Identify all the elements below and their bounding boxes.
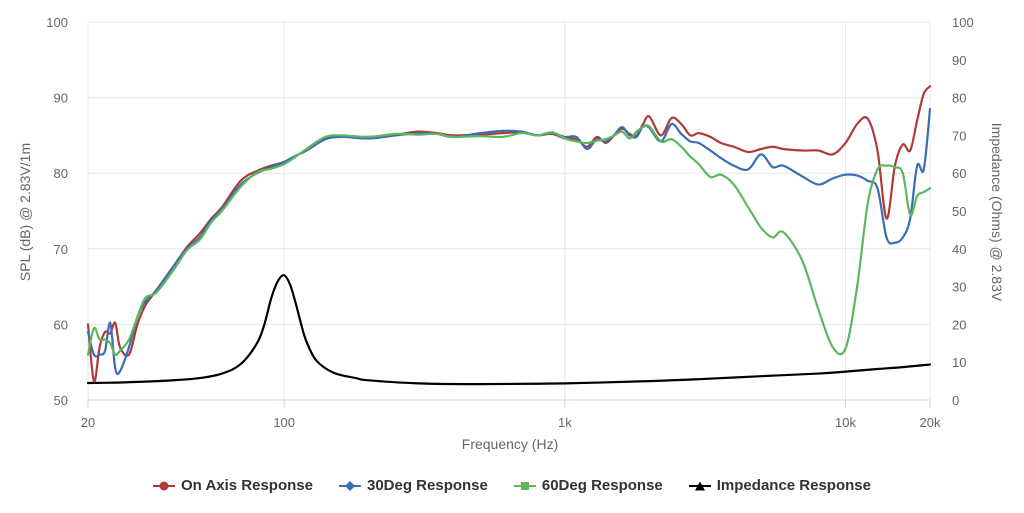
legend-item-impedance-response[interactable]: Impedance Response bbox=[688, 477, 871, 494]
legend: On Axis Response 30Deg Response 60Deg Resp… bbox=[0, 477, 1024, 494]
x-tick-label: 20k bbox=[920, 415, 941, 430]
series-line-60deg-response bbox=[86, 124, 932, 357]
y-right-tick-label: 80 bbox=[952, 91, 966, 106]
legend-label: 60Deg Response bbox=[541, 477, 663, 494]
y-axis-right-title: Impedance (Ohms) @ 2.83V bbox=[989, 123, 1005, 302]
y-right-tick-label: 100 bbox=[952, 15, 974, 30]
y-right-tick-label: 40 bbox=[952, 242, 966, 257]
series-line-impedance-response bbox=[86, 274, 932, 386]
y-right-tick-label: 0 bbox=[952, 393, 959, 408]
legend-item-30deg-response[interactable]: 30Deg Response bbox=[338, 477, 488, 494]
y-left-tick-label: 80 bbox=[54, 166, 68, 181]
y-right-tick-label: 20 bbox=[952, 317, 966, 332]
y-right-tick-label: 30 bbox=[952, 280, 966, 295]
y-left-tick-label: 60 bbox=[54, 317, 68, 332]
grid-lines bbox=[87, 21, 931, 401]
y-left-tick-label: 50 bbox=[54, 393, 68, 408]
y-left-tick-label: 70 bbox=[54, 242, 68, 257]
x-tick-label: 10k bbox=[835, 415, 856, 430]
tick-labels: 50 60 70 80 90 100 0 10 20 30 40 50 60 70 80 90 100 20 100… bbox=[46, 15, 973, 430]
legend-symbol-square-icon bbox=[513, 481, 536, 490]
y-right-tick-label: 70 bbox=[952, 128, 966, 143]
x-tick-label: 100 bbox=[273, 415, 295, 430]
legend-label: Impedance Response bbox=[716, 477, 871, 494]
x-tick-label: 1k bbox=[558, 415, 572, 430]
legend-symbol-diamond-icon bbox=[338, 480, 361, 491]
legend-symbol-triangle-icon bbox=[688, 481, 711, 490]
y-right-tick-label: 10 bbox=[952, 355, 966, 370]
x-tick-label: 20 bbox=[81, 415, 95, 430]
series-line-30deg-response bbox=[86, 107, 932, 376]
axes bbox=[87, 399, 931, 408]
y-right-tick-label: 60 bbox=[952, 166, 966, 181]
legend-label: On Axis Response bbox=[181, 477, 313, 494]
plot-area bbox=[86, 85, 932, 386]
x-axis-title: Frequency (Hz) bbox=[462, 436, 558, 452]
y-left-tick-label: 100 bbox=[46, 15, 68, 30]
y-right-tick-label: 90 bbox=[952, 53, 966, 68]
legend-label: 30Deg Response bbox=[366, 477, 488, 494]
y-right-tick-label: 50 bbox=[952, 204, 966, 219]
legend-symbol-circle-icon bbox=[153, 481, 175, 490]
legend-item-60deg-response[interactable]: 60Deg Response bbox=[513, 477, 663, 494]
y-left-tick-label: 90 bbox=[54, 91, 68, 106]
y-axis-left-title: SPL (dB) @ 2.83V/1m bbox=[17, 143, 33, 281]
legend-item-on-axis-response[interactable]: On Axis Response bbox=[153, 477, 313, 494]
